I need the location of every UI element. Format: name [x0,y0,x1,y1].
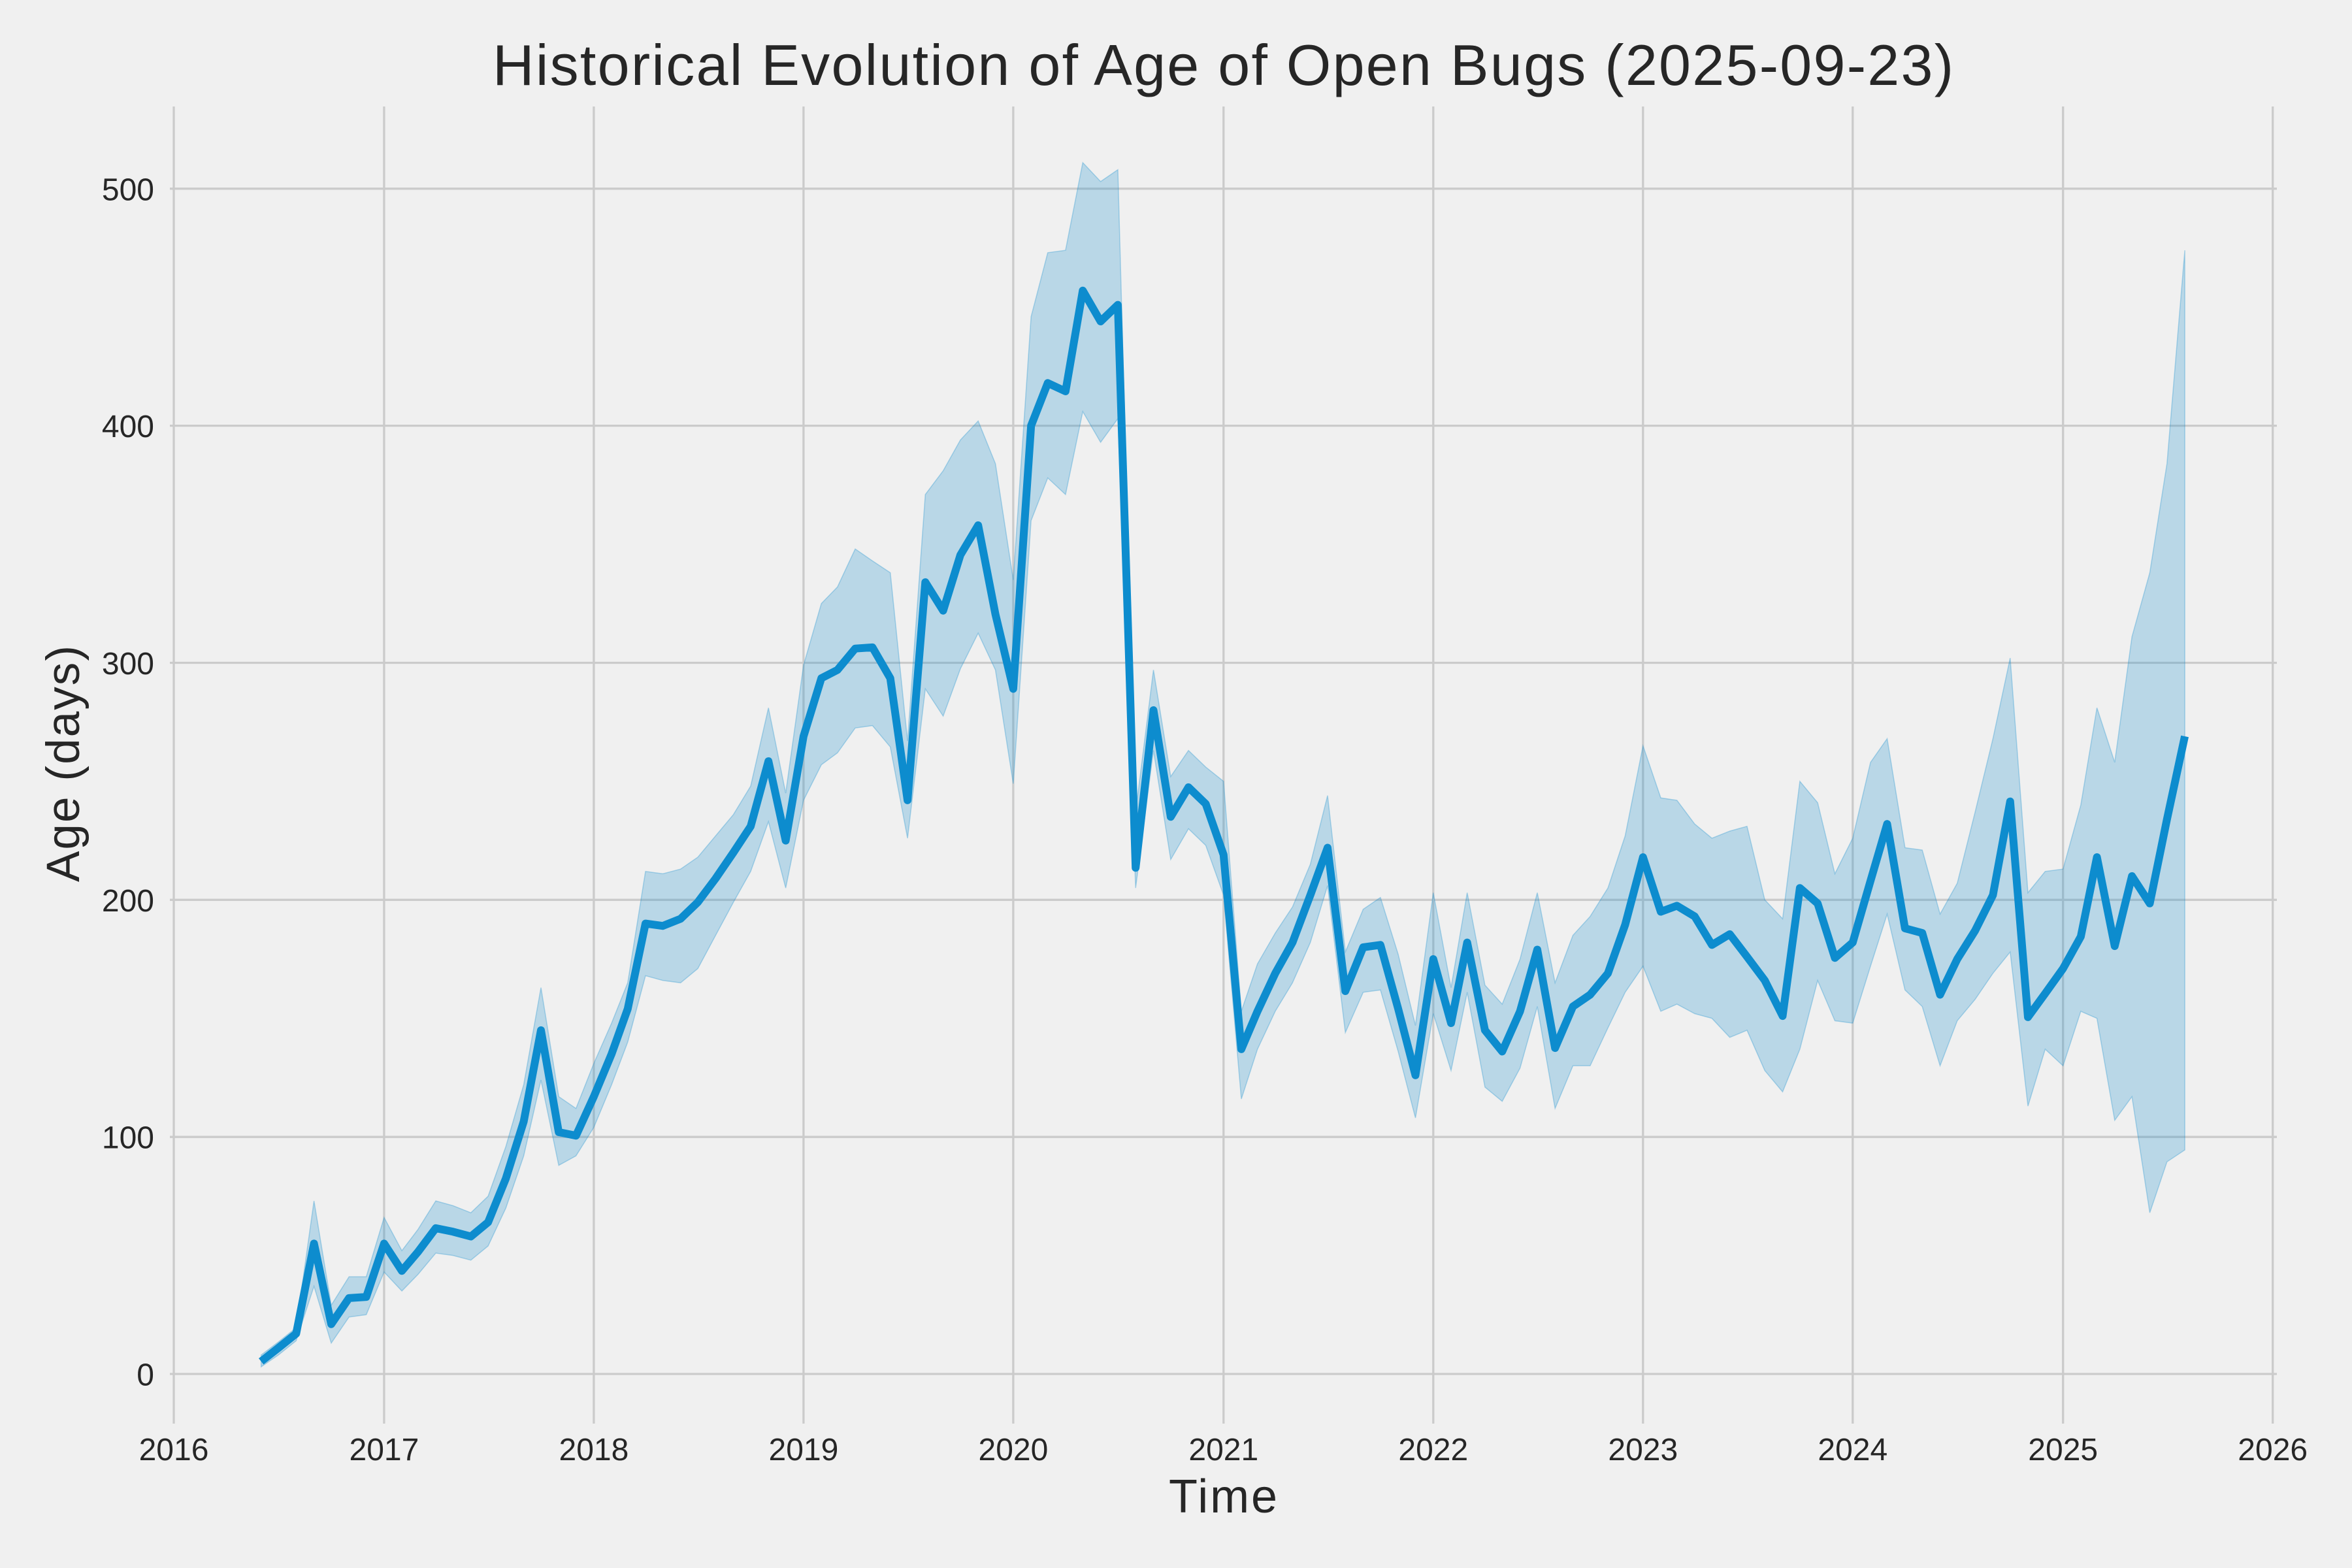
svg-text:2023: 2023 [1608,1433,1678,1467]
svg-text:2026: 2026 [2238,1433,2308,1467]
svg-text:500: 500 [102,172,154,207]
svg-text:2025: 2025 [2028,1433,2098,1467]
svg-text:Historical Evolution of Age of: Historical Evolution of Age of Open Bugs… [493,33,1953,97]
svg-text:2024: 2024 [1818,1433,1887,1467]
svg-text:Time: Time [1169,1471,1277,1523]
svg-text:200: 200 [102,884,154,919]
svg-text:2022: 2022 [1398,1433,1468,1467]
svg-text:2018: 2018 [559,1433,629,1467]
svg-text:2019: 2019 [769,1433,839,1467]
svg-text:300: 300 [102,647,154,681]
svg-text:100: 100 [102,1121,154,1156]
svg-text:Age (days): Age (days) [38,645,90,882]
svg-text:2020: 2020 [979,1433,1049,1467]
svg-text:2021: 2021 [1188,1433,1258,1467]
svg-text:2017: 2017 [350,1433,419,1467]
svg-text:0: 0 [137,1358,154,1393]
svg-text:2016: 2016 [139,1433,209,1467]
svg-text:400: 400 [102,410,154,444]
